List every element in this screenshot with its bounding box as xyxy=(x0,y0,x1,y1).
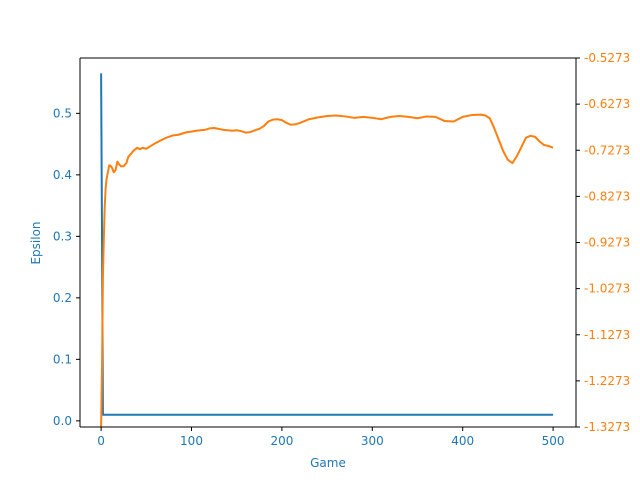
left-y-tick-label: 0.1 xyxy=(53,352,72,366)
x-tick-label: 300 xyxy=(361,434,384,448)
right-y-tick-label: -0.8273 xyxy=(584,189,630,203)
right-y-tick-label: -0.7273 xyxy=(584,143,630,157)
right-y-tick-label: -1.2273 xyxy=(584,374,630,388)
right-y-tick-label: -1.3273 xyxy=(584,420,630,434)
x-tick-label: 0 xyxy=(97,434,105,448)
right-y-axis-ticks: -1.3273 -1.2273 -1.1273 -1.0273 -0.9273 -0.82… xyxy=(576,51,630,434)
left-y-tick-label: 0.0 xyxy=(53,414,72,428)
x-tick-label: 200 xyxy=(270,434,293,448)
right-y-tick-label: -1.1273 xyxy=(584,328,630,342)
right-y-tick-label: -0.9273 xyxy=(584,236,630,250)
x-tick-label: 500 xyxy=(542,434,565,448)
right-y-tick-label: -0.5273 xyxy=(584,51,630,65)
left-y-tick-label: 0.5 xyxy=(53,106,72,120)
left-y-axis-label: Epsilon xyxy=(29,221,43,264)
left-y-tick-label: 0.4 xyxy=(53,168,72,182)
x-tick-label: 100 xyxy=(180,434,203,448)
left-y-tick-label: 0.2 xyxy=(53,291,72,305)
x-tick-label: 400 xyxy=(451,434,474,448)
right-y-tick-label: -0.6273 xyxy=(584,97,630,111)
right-y-tick-label: -1.0273 xyxy=(584,282,630,296)
left-y-tick-label: 0.3 xyxy=(53,229,72,243)
x-axis-label: Game xyxy=(310,456,346,470)
